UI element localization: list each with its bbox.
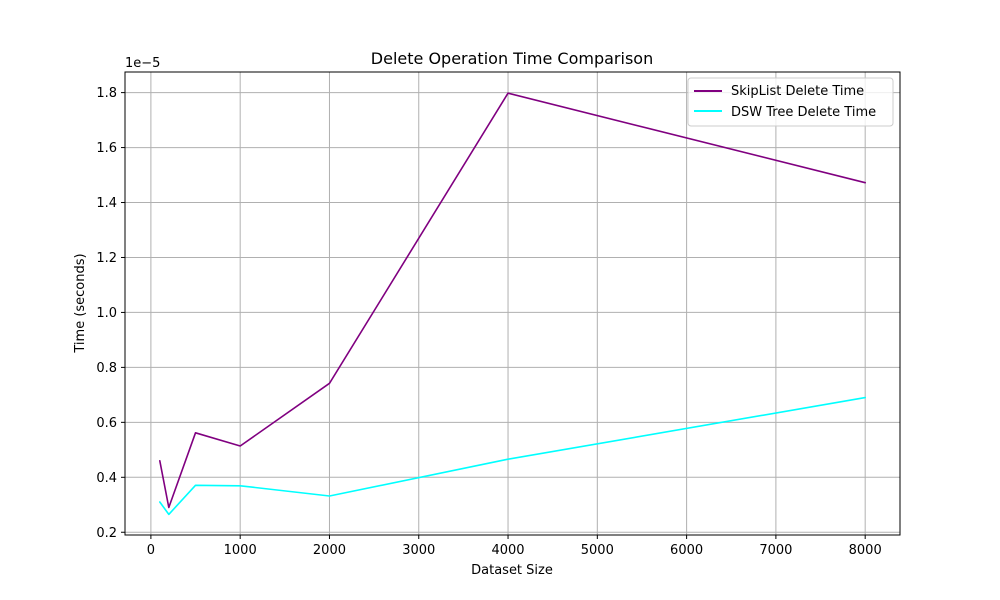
y-tick-label: 1.6 <box>96 141 117 156</box>
x-tick-label: 0 <box>147 543 155 558</box>
y-tick-label: 1.4 <box>96 196 117 211</box>
x-axis-label: Dataset Size <box>471 563 553 578</box>
y-tick-label: 1.2 <box>96 251 117 266</box>
plot-frame <box>124 71 901 536</box>
x-tick-label: 4000 <box>491 543 524 558</box>
legend: SkipList Delete Time DSW Tree Delete Tim… <box>687 77 894 127</box>
y-tick-label: 0.4 <box>96 471 117 486</box>
y-tick-label: 0.6 <box>96 416 117 431</box>
x-tick-label: 3000 <box>402 543 435 558</box>
x-tick-label: 5000 <box>581 543 614 558</box>
x-tick-label: 8000 <box>849 543 882 558</box>
y-tick-label: 1.0 <box>96 306 117 321</box>
legend-label-dsw-tree: DSW Tree Delete Time <box>731 105 876 120</box>
legend-label-skiplist: SkipList Delete Time <box>731 84 864 99</box>
x-tick-label: 7000 <box>759 543 792 558</box>
y-tick-label: 1.8 <box>96 86 117 101</box>
y-axis: 0.2 0.4 0.6 0.8 1.0 1.2 1.4 1.6 1.8 <box>96 86 125 541</box>
y-tick-label: 0.8 <box>96 361 117 376</box>
chart-title: Delete Operation Time Comparison <box>371 49 653 68</box>
x-tick-label: 2000 <box>313 543 346 558</box>
grid <box>125 72 900 535</box>
x-axis: 0 1000 2000 3000 4000 5000 6000 7000 8000 <box>147 535 882 558</box>
series-lines <box>159 92 867 516</box>
x-tick-label: 6000 <box>670 543 703 558</box>
y-axis-offset-label: 1e−5 <box>125 56 160 71</box>
legend-box <box>687 77 894 127</box>
y-tick-label: 0.2 <box>96 526 117 541</box>
x-tick-label: 1000 <box>224 543 257 558</box>
series-line-skiplist <box>159 92 867 509</box>
y-axis-label: Time (seconds) <box>73 253 88 353</box>
series-line-dsw-tree <box>159 396 867 516</box>
